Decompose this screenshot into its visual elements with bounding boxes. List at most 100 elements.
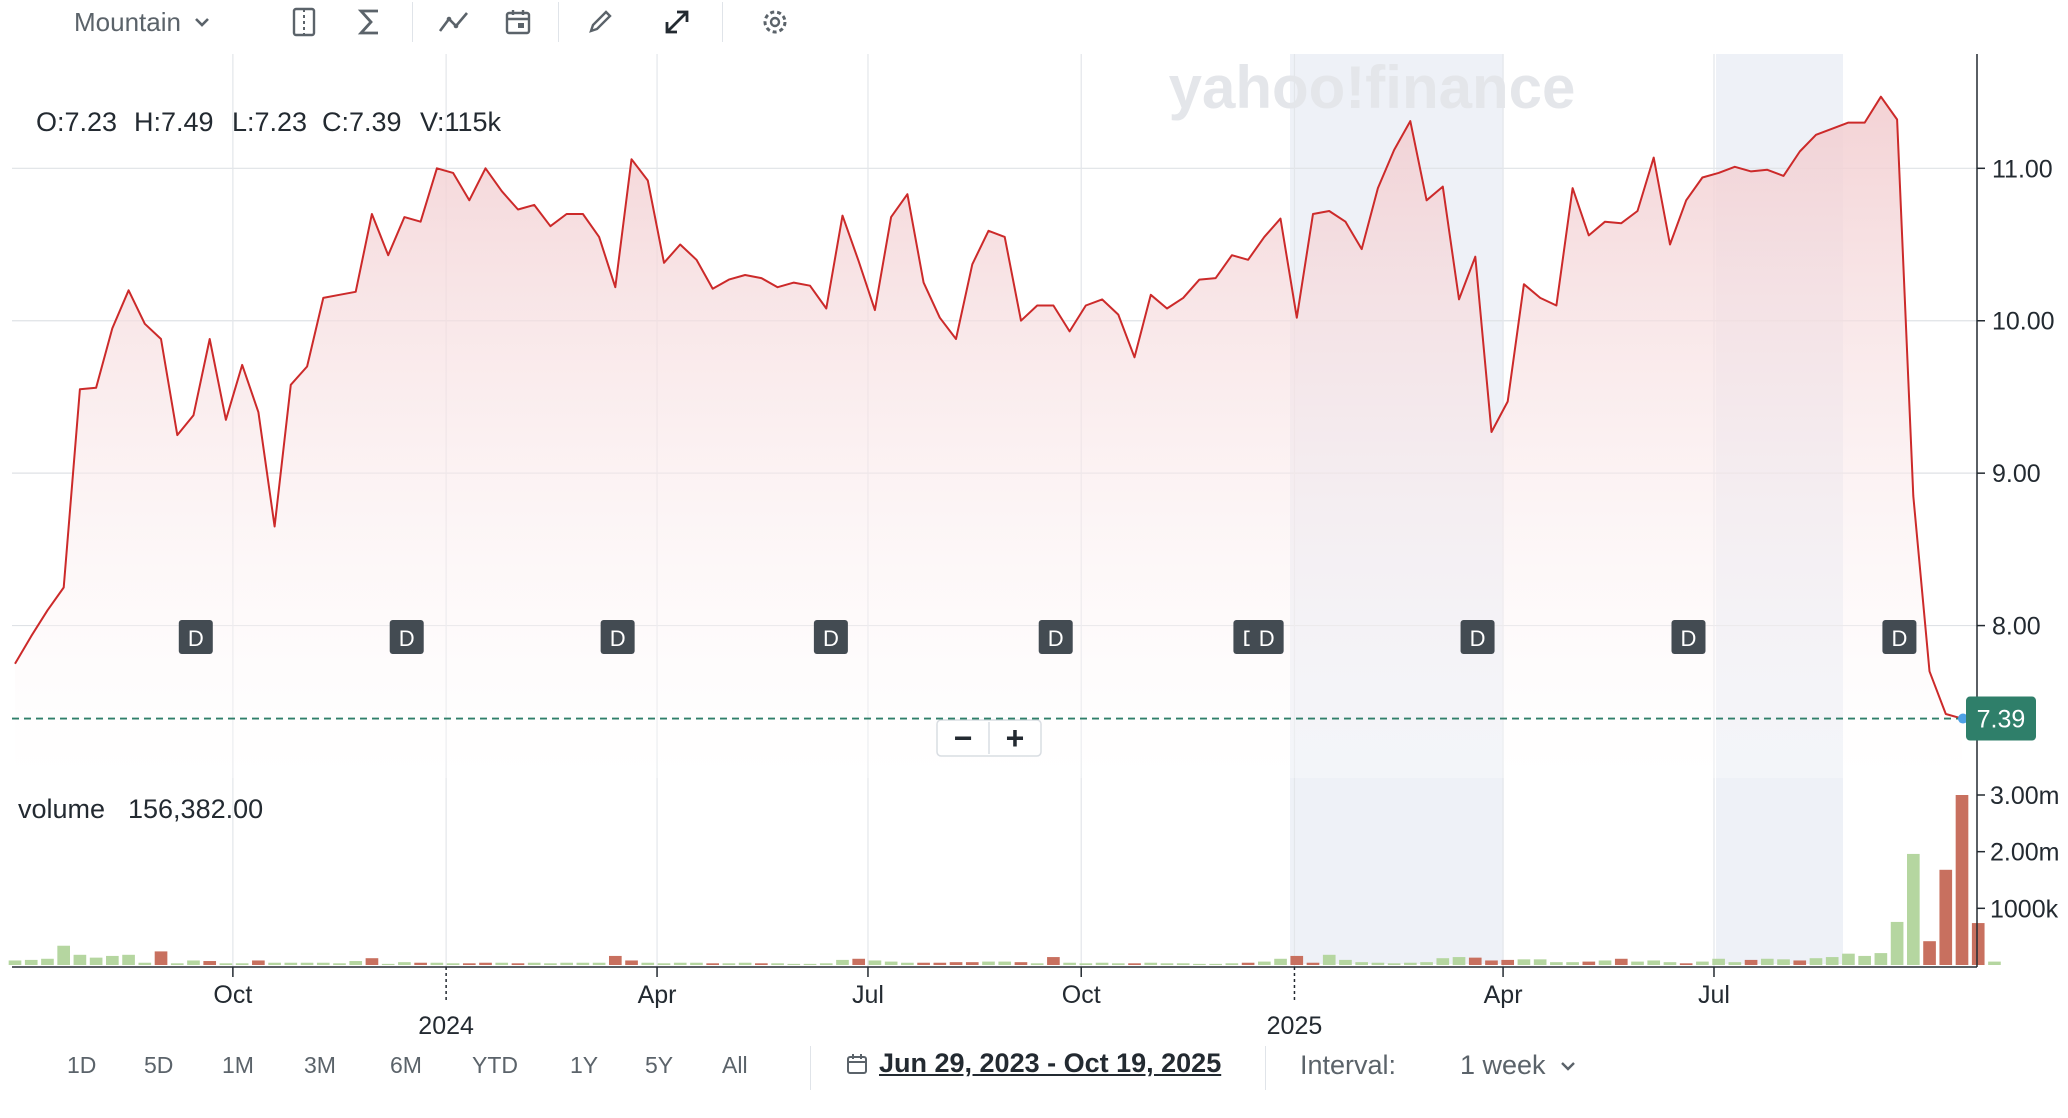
range-button-1y[interactable]: 1Y (570, 1052, 599, 1078)
range-divider (810, 1046, 811, 1090)
volume-tick-label: 1000k (1990, 895, 2059, 923)
volume-bar (1209, 963, 1222, 965)
volume-bar (1047, 957, 1060, 965)
range-button-5y[interactable]: 5Y (645, 1052, 674, 1078)
range-button-ytd[interactable]: YTD (472, 1052, 518, 1078)
volume-bar (235, 963, 249, 965)
volume-bar (1955, 795, 1969, 965)
volume-bar (8, 960, 22, 965)
volume-bar (1744, 959, 1758, 965)
volume-bar (203, 961, 217, 965)
x-tick-label: Jul (852, 981, 884, 1009)
volume-bar (1663, 962, 1677, 965)
dividend-marker-label: D (610, 626, 626, 651)
dividend-marker[interactable]: D (178, 620, 213, 654)
volume-bar (1517, 959, 1531, 965)
timezone-dropdown[interactable]: Mountain (74, 4, 213, 40)
range-button-5d[interactable]: 5D (144, 1052, 174, 1078)
timezone-label: Mountain (74, 6, 181, 37)
volume-bar (1825, 957, 1839, 965)
volume-bar (1225, 963, 1239, 965)
volume-bar (252, 960, 265, 965)
volume-bar (1501, 959, 1515, 965)
toolbar-divider (558, 2, 559, 42)
volume-bar (1030, 963, 1044, 965)
current-price-indicator: 7.39 (12, 696, 2036, 741)
interval-dropdown[interactable]: 1 week (1460, 1050, 1578, 1081)
interval-divider (1265, 1046, 1266, 1090)
calendar-event-icon[interactable] (503, 4, 533, 40)
volume-bar (1971, 923, 1985, 965)
volume-bar (122, 954, 135, 965)
dividend-marker[interactable]: D (1460, 620, 1495, 654)
gear-icon[interactable] (760, 4, 790, 40)
time-x-axis: Oct 2024 Apr Jul Oct 2025 Apr Jul (213, 967, 1730, 1040)
volume-bar (608, 955, 622, 965)
volume-bar (333, 963, 346, 965)
volume-bar (1598, 960, 1612, 965)
date-range-picker[interactable]: Jun 29, 2023 - Oct 19, 2025 (845, 1048, 1221, 1079)
volume-bar (219, 963, 233, 965)
volume-bar (738, 962, 752, 965)
pencil-draw-icon[interactable] (585, 4, 615, 40)
volume-bar (544, 963, 557, 965)
volume-bar (154, 951, 168, 965)
volume-bar (1485, 960, 1498, 965)
volume-bar (836, 959, 849, 965)
dividend-marker[interactable]: D (389, 620, 424, 654)
volume-bar (187, 960, 200, 965)
dividend-marker[interactable]: D (1249, 620, 1284, 654)
expand-icon[interactable] (662, 4, 692, 40)
volume-bar (41, 958, 54, 965)
volume-label: volume (18, 794, 105, 824)
interval-value: 1 week (1460, 1050, 1546, 1080)
volume-bar (1468, 957, 1482, 965)
volume-bar (1420, 962, 1433, 965)
dividend-marker[interactable]: D (813, 620, 848, 654)
stock-chart[interactable]: yahoo!finance DDDDDDDDDD 11.0010.009.008… (0, 0, 2068, 1040)
volume-bar (1160, 963, 1174, 965)
volume-bar (576, 962, 590, 965)
sigma-indicator-icon[interactable] (357, 4, 383, 40)
volume-bar (755, 963, 768, 965)
range-button-1d[interactable]: 1D (67, 1052, 97, 1078)
volume-bar (527, 962, 541, 965)
volume-bar (1631, 961, 1644, 965)
price-tick-label: 9.00 (1992, 460, 2041, 488)
dividend-marker-label: D (1470, 626, 1486, 651)
dividend-markers[interactable]: DDDDDDDDDD (178, 620, 1917, 654)
trend-line-icon[interactable] (437, 4, 471, 40)
ohlc-open: O:7.23 (36, 107, 117, 137)
chart-toolbar: Mountain (0, 0, 1960, 46)
volume-bar (706, 963, 720, 965)
volume-tick-label: 2.00m (1990, 839, 2059, 867)
compare-icon[interactable] (290, 4, 318, 40)
volume-bar (1063, 962, 1076, 965)
range-button-all[interactable]: All (722, 1052, 748, 1078)
dividend-marker[interactable]: D (600, 620, 635, 654)
dividend-marker[interactable]: D (1671, 620, 1706, 654)
volume-bar (771, 963, 784, 965)
range-button-6m[interactable]: 6M (390, 1052, 422, 1078)
volume-bar (106, 955, 119, 965)
volume-bar (560, 962, 573, 965)
volume-bar (1728, 962, 1742, 965)
range-button-3m[interactable]: 3M (304, 1052, 336, 1078)
dividend-marker-label: D (399, 626, 415, 651)
volume-bars (8, 795, 2001, 965)
zoom-in-button[interactable]: + (1006, 720, 1025, 756)
volume-bar (1712, 958, 1725, 965)
zoom-out-button[interactable]: − (954, 720, 973, 756)
dividend-marker[interactable]: D (1882, 620, 1917, 654)
toolbar-divider (722, 2, 723, 42)
volume-bar (673, 962, 687, 965)
volume-bar (398, 962, 411, 965)
dividend-marker-label: D (1259, 626, 1275, 651)
volume-bar (1923, 941, 1936, 965)
ohlc-low: L:7.23 (232, 107, 307, 137)
dividend-marker[interactable]: D (1038, 620, 1073, 654)
range-button-1m[interactable]: 1M (222, 1052, 254, 1078)
x-tick-label: 2025 (1267, 1012, 1323, 1040)
price-y-axis: 11.00 10.00 9.00 8.00 (1977, 155, 2055, 641)
volume-bar (1387, 963, 1401, 965)
